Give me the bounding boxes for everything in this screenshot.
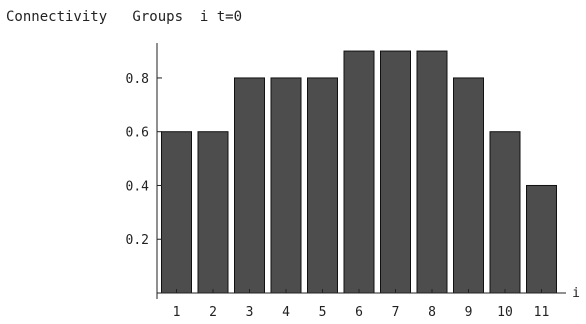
x-tick-label: 9 [465,305,473,320]
bar-6 [343,50,375,294]
x-tick-label: 2 [209,305,217,320]
bar-11 [526,184,557,294]
y-tick-label: 0.8 [126,72,149,87]
bar-2 [197,131,229,294]
x-axis: 1 2 3 4 5 6 7 8 9 10 11 [157,289,566,320]
bar-9 [453,77,484,294]
bar-7 [380,50,411,294]
x-tick-label: 4 [282,305,290,320]
bar-5 [307,77,338,294]
y-tick-label: 0.4 [126,179,150,194]
x-tick-label: 8 [428,305,436,320]
bar-3 [234,77,265,294]
x-tick-label: 6 [355,305,363,320]
x-tick-label: 1 [173,305,181,320]
bar-10 [489,131,521,294]
x-tick-label: 7 [392,305,400,320]
y-tick-label: 0.2 [126,233,149,248]
x-tick-label: 10 [497,305,513,320]
chart-title: Connectivity Groups i t=0 [6,9,243,25]
x-tick-label: 5 [319,305,327,320]
bars-group [161,50,557,294]
x-tick-label: 3 [246,305,254,320]
y-tick-label: 0.6 [126,126,149,141]
x-axis-label: i [572,286,580,301]
y-axis: 0.2 0.4 0.6 0.8 [126,43,162,299]
bar-1 [161,131,192,294]
bar-8 [416,50,448,294]
bar-4 [270,77,302,294]
x-tick-label: 11 [534,305,550,320]
